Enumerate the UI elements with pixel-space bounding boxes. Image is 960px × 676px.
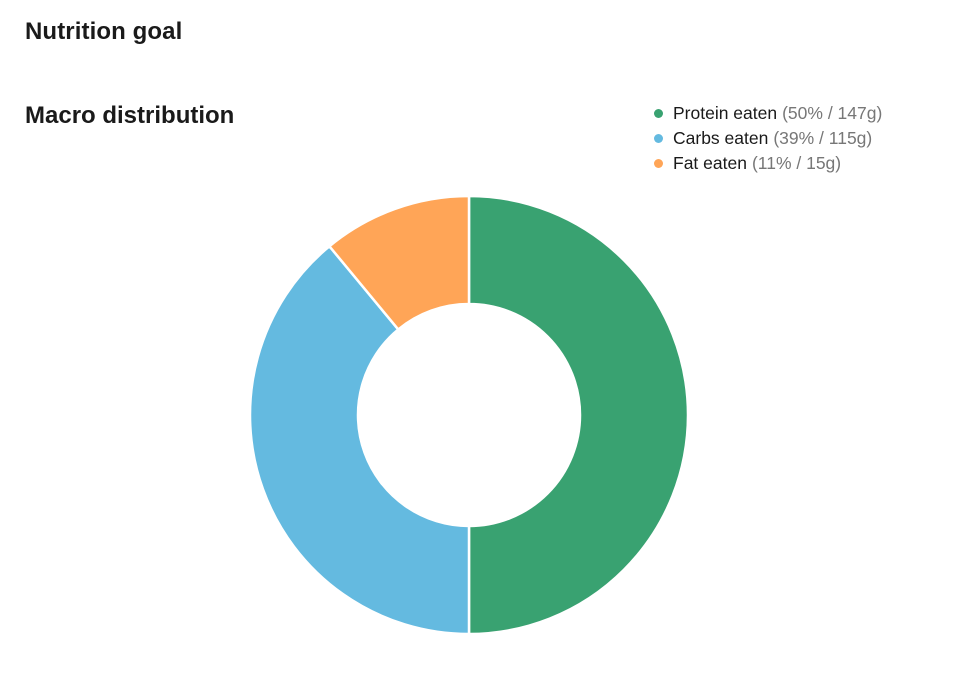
legend-label-protein: Protein eaten (673, 103, 778, 123)
legend-item-protein[interactable]: Protein eaten (50% / 147g) (654, 101, 954, 126)
legend-label-fat: Fat eaten (673, 153, 747, 173)
donut-slice-protein[interactable] (467, 194, 690, 636)
legend-detail-protein: (50% / 147g) (782, 103, 883, 123)
legend-item-carbs[interactable]: Carbs eaten (39% / 115g) (654, 126, 954, 151)
section-title: Macro distribution (25, 102, 235, 129)
legend-dot-fat (654, 159, 663, 168)
legend-dot-protein (654, 109, 663, 118)
donut-slice-carbs[interactable] (248, 245, 471, 636)
chart-legend: Protein eaten (50% / 147g) Carbs eaten (… (654, 101, 954, 176)
legend-dot-carbs (654, 134, 663, 143)
legend-label-carbs: Carbs eaten (673, 128, 769, 148)
legend-detail-carbs: (39% / 115g) (773, 128, 873, 148)
legend-item-fat[interactable]: Fat eaten (11% / 15g) (654, 151, 954, 176)
donut-slice-fat[interactable] (328, 194, 471, 331)
page-title: Nutrition goal (25, 18, 183, 45)
legend-detail-fat: (11% / 15g) (751, 153, 842, 173)
